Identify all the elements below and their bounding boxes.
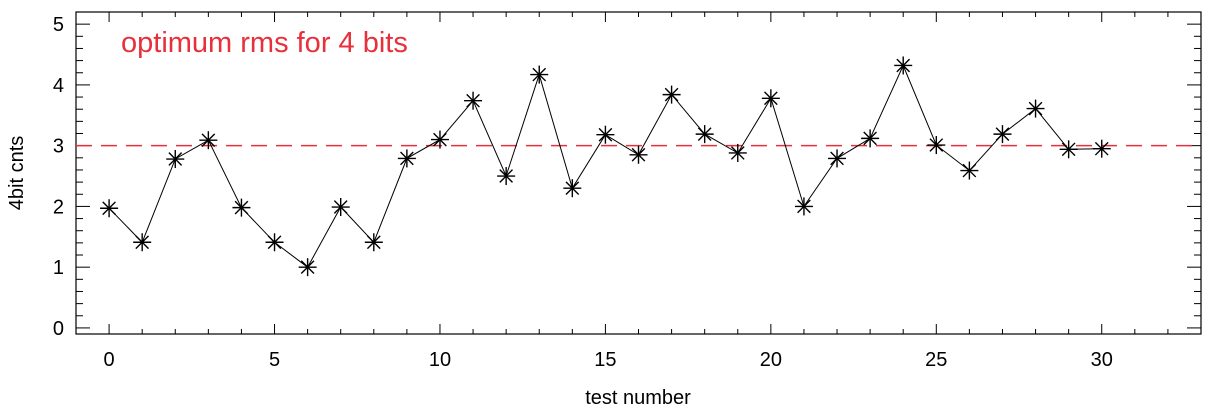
y-tick-label: 5 [53, 14, 64, 36]
x-tick-label: 30 [1091, 349, 1113, 371]
x-axis-title: test number [585, 387, 691, 409]
x-tick-label: 10 [429, 349, 451, 371]
data-point-marker [563, 179, 582, 198]
axis-ticks [75, 11, 1202, 334]
data-point-marker [464, 91, 483, 110]
data-point-marker [364, 233, 383, 252]
data-point-marker [298, 258, 317, 277]
data-point-marker [894, 56, 913, 75]
data-point-marker [629, 145, 648, 164]
data-point-marker [166, 150, 185, 169]
data-point-marker [1092, 139, 1111, 158]
data-point-marker [695, 125, 714, 144]
data-point-marker [993, 125, 1012, 144]
data-point-marker [265, 233, 284, 252]
y-tick-label: 1 [53, 257, 64, 279]
plot-frame [75, 11, 1202, 335]
data-point-marker [430, 130, 449, 149]
x-tick-label: 25 [925, 349, 947, 371]
series-line [108, 64, 1102, 268]
data-point-marker [662, 85, 681, 104]
annotation-label: optimum rms for 4 bits [121, 27, 408, 59]
data-point-marker [530, 65, 549, 84]
data-point-marker [497, 167, 516, 186]
data-point-marker [761, 89, 780, 108]
x-tick-label: 5 [269, 349, 280, 371]
data-point-marker [728, 143, 747, 162]
data-point-marker [397, 149, 416, 168]
y-axis-title: 4bit cnts [6, 136, 28, 210]
data-point-marker [794, 197, 813, 216]
data-point-marker [1026, 99, 1045, 118]
data-point-marker [100, 199, 119, 218]
tick-labels: 0 5 10 15 20 25 30 0 1 2 3 4 5 [53, 14, 1113, 371]
x-tick-label: 0 [104, 349, 115, 371]
y-tick-label: 0 [53, 318, 64, 340]
data-markers [100, 56, 1111, 277]
y-tick-label: 3 [53, 136, 64, 158]
data-point-marker [960, 161, 979, 180]
data-point-marker [828, 149, 847, 168]
data-point-marker [861, 129, 880, 148]
data-point-marker [232, 198, 251, 217]
x-tick-label: 20 [760, 349, 782, 371]
y-tick-label: 2 [53, 196, 64, 218]
data-point-marker [1059, 140, 1078, 159]
data-point-marker [331, 198, 350, 217]
data-point-marker [927, 136, 946, 155]
data-point-marker [199, 131, 218, 150]
x-tick-label: 15 [594, 349, 616, 371]
data-point-marker [133, 233, 152, 252]
data-point-marker [596, 125, 615, 144]
y-tick-label: 4 [53, 75, 64, 97]
